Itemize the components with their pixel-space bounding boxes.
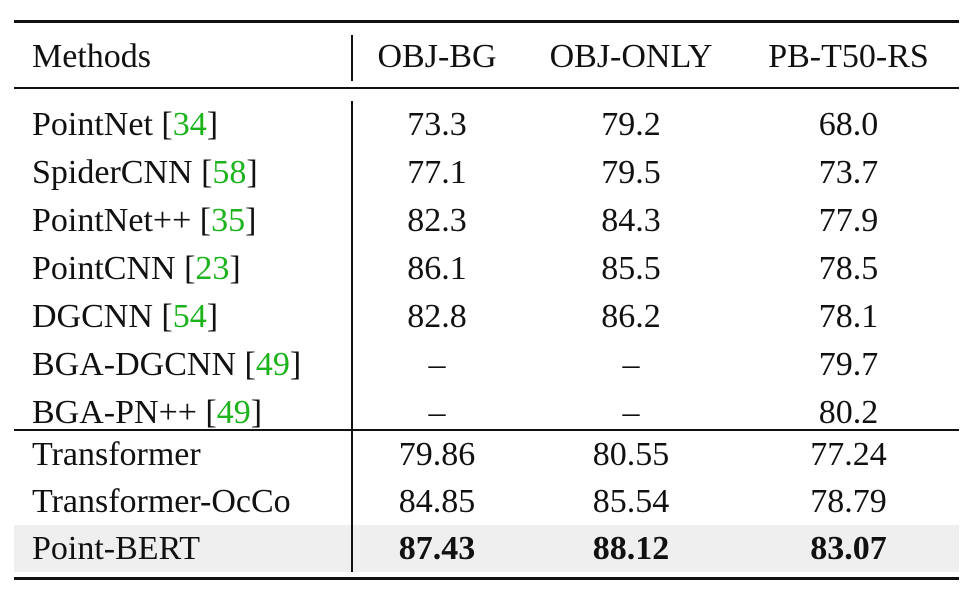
- score-cell: 77.1: [407, 154, 467, 191]
- header-obj-only: OBJ-ONLY: [549, 38, 713, 75]
- group1-column-divider: [351, 101, 353, 429]
- method-name: PointCNN: [32, 250, 176, 287]
- method-name-cell: Transformer: [32, 431, 201, 478]
- score-cell: 80.2: [818, 394, 879, 431]
- citation-link[interactable]: 58: [212, 154, 247, 191]
- score-cell: 79.7: [818, 346, 879, 383]
- group2-column-divider: [351, 431, 353, 572]
- header-methods: Methods: [32, 38, 151, 75]
- method-name: DGCNN: [32, 298, 153, 335]
- score-cell: 86.2: [601, 298, 661, 335]
- method-name: Point-BERT: [32, 530, 200, 567]
- citation-link[interactable]: 34: [172, 106, 207, 143]
- method-name-cell: BGA-DGCNN [49]: [32, 346, 302, 383]
- header-rule: [14, 87, 959, 89]
- citation-link[interactable]: 23: [195, 250, 230, 287]
- method-name: BGA-DGCNN: [32, 346, 236, 383]
- score-cell: 85.5: [601, 250, 661, 287]
- method-name-cell: PointNet++ [35]: [32, 202, 257, 239]
- score-cell: 79.5: [601, 154, 661, 191]
- score-cell: 68.0: [818, 106, 879, 143]
- score-cell: 79.86: [398, 436, 476, 473]
- score-cell: 78.5: [818, 250, 879, 287]
- group-separator-rule: [14, 429, 959, 431]
- method-name-cell: BGA-PN++ [49]: [32, 394, 263, 431]
- method-name: Transformer-OcCo: [32, 483, 291, 520]
- score-cell: 83.07: [810, 530, 887, 567]
- method-name: PointNet++: [32, 202, 192, 239]
- method-name: PointNet: [32, 106, 153, 143]
- method-name: BGA-PN++: [32, 394, 197, 431]
- score-cell: –: [428, 346, 446, 383]
- score-cell: 88.12: [592, 530, 670, 567]
- score-cell: 79.2: [601, 106, 661, 143]
- score-cell: 84.3: [601, 202, 661, 239]
- top-rule: [14, 20, 959, 23]
- highlight-row-background: [14, 525, 959, 572]
- score-cell: 77.9: [818, 202, 879, 239]
- method-name-cell: Transformer-OcCo: [32, 478, 291, 525]
- header-pb-t50-rs: PB-T50-RS: [768, 38, 929, 75]
- method-name-cell: PointNet [34]: [32, 106, 219, 143]
- score-cell: 86.1: [407, 250, 467, 287]
- score-cell: –: [622, 394, 640, 431]
- score-cell: 84.85: [398, 483, 476, 520]
- score-cell: 87.43: [398, 530, 476, 567]
- score-cell: 73.7: [818, 154, 879, 191]
- score-cell: 78.1: [818, 298, 879, 335]
- citation-link[interactable]: 49: [216, 394, 251, 431]
- method-name-cell: PointCNN [23]: [32, 250, 241, 287]
- method-name-cell: Point-BERT: [32, 525, 200, 572]
- score-cell: –: [428, 394, 446, 431]
- score-cell: 73.3: [407, 106, 467, 143]
- method-name: SpiderCNN: [32, 154, 193, 191]
- method-name-cell: SpiderCNN [58]: [32, 154, 258, 191]
- score-cell: 78.79: [810, 483, 887, 520]
- score-cell: 80.55: [592, 436, 670, 473]
- header-obj-bg: OBJ-BG: [377, 38, 497, 75]
- citation-link[interactable]: 49: [255, 346, 290, 383]
- bottom-rule: [14, 577, 959, 580]
- header-column-divider: [351, 35, 353, 81]
- score-cell: 82.8: [407, 298, 467, 335]
- score-cell: 77.24: [810, 436, 887, 473]
- score-cell: 85.54: [592, 483, 670, 520]
- method-name: Transformer: [32, 436, 201, 473]
- score-cell: –: [622, 346, 640, 383]
- citation-link[interactable]: 54: [172, 298, 207, 335]
- score-cell: 82.3: [407, 202, 467, 239]
- citation-link[interactable]: 35: [211, 202, 246, 239]
- method-name-cell: DGCNN [54]: [32, 298, 219, 335]
